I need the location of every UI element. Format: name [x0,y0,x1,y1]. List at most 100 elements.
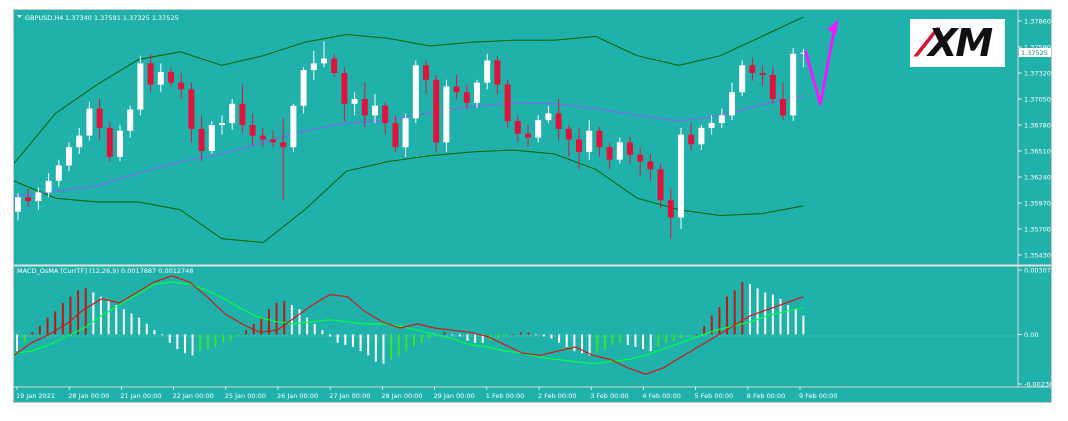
chart-svg[interactable]: 1.37860 1.37590 1.37320 1.37050 1.36780 1.365… [13,10,1057,402]
candle-body [423,65,429,80]
time-tick-label: 29 Jan 00:00 [434,392,475,400]
candle-body [504,84,511,122]
forecast-arrow [803,19,839,106]
macd-histogram-bar [84,288,87,335]
macd-histogram-bar [107,300,110,335]
macd-tick-label: 0.00 [1024,331,1038,339]
candle-body [331,58,338,73]
candle-body [678,134,684,218]
macd-histogram-bar [680,334,683,339]
candle-body [463,92,470,103]
macd-histogram-bar [695,334,698,336]
candle-body [127,109,134,131]
candle-body [739,65,746,93]
candle-body [392,123,399,148]
price-tick-label: 1.36240 [1024,174,1051,182]
macd-histogram-bar [77,290,80,335]
macd-histogram-bar [267,309,270,335]
macd-histogram-bar [535,334,538,336]
candle-body [443,86,450,143]
price-tick-label: 1.37050 [1024,96,1051,104]
macd-line [13,275,804,375]
time-tick-label: 2 Feb 00:00 [538,392,577,400]
time-tick-label: 8 Feb 00:00 [747,392,786,400]
macd-histogram-bar [504,334,507,337]
macd-histogram-bar [748,284,751,335]
candle-body [484,60,491,83]
candle-body [576,139,582,152]
macd-histogram-bar [565,334,568,347]
macd-histogram-bar [451,334,454,336]
candle-body [96,108,103,128]
macd-histogram-bar [787,305,790,335]
macd-histogram-bar [237,334,240,337]
macd-histogram-bar [687,334,690,337]
candle-body [780,99,786,116]
candle-body [586,130,593,152]
macd-histogram-bar [474,334,477,343]
macd-histogram-bar [634,334,637,347]
candle-body [147,63,154,85]
candle-body [606,147,613,160]
macd-histogram-bar [558,334,561,343]
candle-body [535,120,542,138]
macd-histogram-bar [764,292,767,335]
candle-body [25,197,32,202]
macd-histogram-bar [710,315,713,335]
macd-histogram-bar [390,334,393,360]
candle-body [800,52,807,54]
macd-histogram-bar [481,334,484,343]
symbol-menu-icon[interactable] [17,15,22,18]
candle-body [667,200,674,218]
macd-histogram-bar [519,332,522,335]
macd-histogram-bar [611,334,614,345]
macd-histogram-bar [161,334,164,336]
candle-body [157,72,164,85]
macd-histogram-bar [603,334,606,350]
macd-histogram-bar [145,323,148,335]
macd-histogram-bar [756,288,759,335]
bollinger-lower-line [13,149,804,244]
macd-histogram-bar [550,334,553,339]
macd-histogram-bar [794,309,797,335]
price-tick-label: 1.35970 [1024,200,1051,208]
macd-histogram-bar [138,317,141,335]
candle-body [718,115,725,124]
candle-body [239,103,246,125]
macd-histogram-bar [46,317,49,335]
macd-histogram-bar [122,309,125,335]
candle-body [341,73,348,104]
macd-histogram-bar [580,334,583,354]
macd-tick-label: 0.003075 [1024,267,1051,275]
macd-histogram-bar [359,334,362,352]
macd-histogram-bar [596,334,599,354]
price-axis: 1.37860 1.37590 1.37320 1.37050 1.36780 1.365… [1018,18,1051,260]
macd-histogram-bar [466,334,469,341]
candle-body [361,99,368,116]
price-tick-label: 1.36780 [1024,122,1051,130]
macd-histogram-bar [130,313,133,335]
forecast-arrow-head [827,19,839,35]
macd-histogram-bar [168,334,171,343]
time-tick-label: 27 Jan 00:00 [329,392,370,400]
macd-histogram-bar [222,334,225,343]
candle-body [188,89,195,129]
macd-label: MACD_OsMA [CurrTF] (12,26,9) 0.0017887 0… [17,267,193,275]
macd-histogram-bar [367,334,370,356]
candle-body [66,147,72,166]
candle-body [168,72,174,83]
candle-body [290,105,297,148]
macd-histogram-bar [588,334,591,356]
macd-histogram-bar [420,334,423,343]
candle-body [453,86,460,93]
time-tick-label: 5 Feb 00:00 [695,392,734,400]
candle-body [759,73,766,75]
candle-body [208,125,215,151]
candle-body [545,113,552,121]
macd-histogram-bar [779,298,782,335]
candle-body [372,105,378,116]
macd-histogram-bar [298,309,301,335]
macd-lines [13,275,804,375]
macd-histogram-bar [344,334,347,345]
chart-window: 1.37860 1.37590 1.37320 1.37050 1.36780 1.365… [13,9,1057,403]
